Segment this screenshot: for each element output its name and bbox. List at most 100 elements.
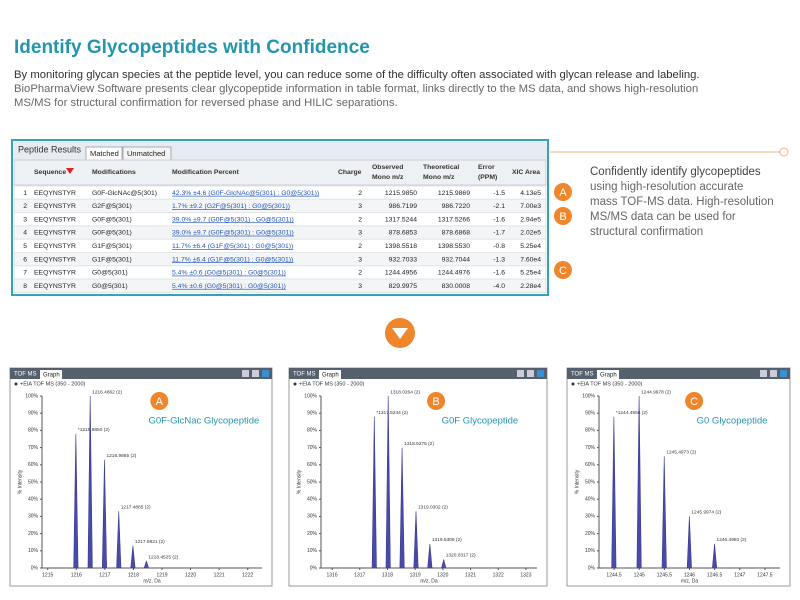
peak-label: 1217.9821 (2) bbox=[135, 539, 165, 545]
peak-label: 1318.0264 (2) bbox=[390, 389, 420, 395]
toolbar-icon[interactable] bbox=[262, 370, 269, 377]
toolbar-icon[interactable] bbox=[517, 370, 524, 377]
peak bbox=[116, 511, 122, 569]
toolbar-icon[interactable] bbox=[780, 370, 787, 377]
toolbar-icon[interactable] bbox=[770, 370, 777, 377]
table-cell: 1215.9850 bbox=[385, 190, 417, 197]
table-header bbox=[13, 159, 547, 186]
table-cell: EEQYNSTYR bbox=[34, 283, 76, 290]
x-tick-label: 1322 bbox=[493, 572, 504, 578]
peak-label: 1319.0302 (2) bbox=[418, 505, 448, 511]
callout-line: structural confirmation bbox=[590, 226, 703, 238]
x-tick-label: 1219 bbox=[156, 572, 167, 578]
table-row bbox=[13, 278, 547, 293]
badge bbox=[554, 207, 572, 225]
sort-icon bbox=[66, 168, 74, 174]
y-tick-label: 80% bbox=[28, 428, 39, 434]
subtitle-dot bbox=[571, 382, 575, 386]
y-tick-label: 80% bbox=[307, 428, 318, 434]
x-tick-label: 1245 bbox=[634, 572, 645, 578]
column-header: Modifications bbox=[92, 169, 136, 176]
toolbar-icon[interactable] bbox=[242, 370, 249, 377]
tab-label[interactable]: Unmatched bbox=[127, 149, 165, 158]
compound-label: G0F Glycopeptide bbox=[442, 416, 519, 427]
table-cell[interactable]: 39.0% ±9.7 (G0F@5(301) : G0@5(301)) bbox=[172, 216, 294, 223]
x-tick-label: 1216 bbox=[71, 572, 82, 578]
callout-line: mass TOF-MS data. High-resolution bbox=[590, 196, 774, 208]
x-axis-label: m/z, Da bbox=[681, 578, 698, 584]
column-header: (PPM) bbox=[478, 174, 497, 181]
badge-letter: A bbox=[156, 396, 164, 408]
subtitle-dot bbox=[14, 382, 18, 386]
table-cell[interactable]: 39.0% ±9.7 (G0F@5(301) : G0@5(301)) bbox=[172, 230, 294, 237]
table-cell: 5 bbox=[23, 243, 27, 250]
peak bbox=[636, 395, 642, 569]
column-header: Mono m/z bbox=[372, 174, 404, 181]
peak bbox=[101, 459, 107, 569]
y-tick-label: 50% bbox=[585, 479, 596, 485]
table-cell: 830.0008 bbox=[442, 283, 471, 290]
tab-label[interactable]: TOF MS bbox=[293, 372, 316, 378]
table-cell[interactable]: 5.4% ±0.6 (G0@5(301) : G0@5(301)) bbox=[172, 270, 286, 277]
badge-letter: B bbox=[432, 396, 439, 408]
peak bbox=[661, 456, 667, 569]
x-tick-label: 1217 bbox=[99, 572, 110, 578]
y-tick-label: 40% bbox=[28, 497, 39, 503]
tab-label[interactable]: Graph bbox=[43, 373, 60, 379]
callout-line: Confidently identify glycopeptides bbox=[590, 166, 761, 178]
toolbar-icon[interactable] bbox=[760, 370, 767, 377]
subtitle: +EIA TOF MS (350 - 2000) bbox=[20, 381, 86, 387]
table-cell: 2.02e5 bbox=[520, 230, 541, 237]
table-cell: 878.6868 bbox=[442, 230, 471, 237]
table-cell: EEQYNSTYR bbox=[34, 256, 76, 263]
table-cell: 3 bbox=[23, 216, 27, 223]
badge bbox=[554, 183, 572, 201]
table-cell: 7.00e3 bbox=[520, 203, 541, 210]
table-cell[interactable]: 11.7% ±6.4 (G1F@5(301) : G0@5(301)) bbox=[172, 243, 293, 250]
table-cell: 1244.4956 bbox=[385, 270, 417, 277]
peak-label: 1318.5276 (2) bbox=[404, 441, 434, 447]
connector-end bbox=[779, 147, 789, 157]
tab[interactable] bbox=[597, 370, 619, 379]
table-cell: 6 bbox=[23, 256, 27, 263]
table-cell: 1 bbox=[23, 190, 27, 197]
toolbar-icon[interactable] bbox=[527, 370, 534, 377]
column-header: Modification Percent bbox=[172, 169, 240, 176]
toolbar-icon[interactable] bbox=[252, 370, 259, 377]
y-tick-label: 70% bbox=[28, 445, 39, 451]
toolbar-icon[interactable] bbox=[537, 370, 544, 377]
table-cell: 1398.5530 bbox=[438, 243, 470, 250]
tab[interactable] bbox=[40, 370, 62, 379]
y-tick-label: 40% bbox=[585, 497, 596, 503]
y-tick-label: 100% bbox=[304, 393, 317, 399]
y-tick-label: 70% bbox=[585, 445, 596, 451]
peak-label: *1244.4956 (2) bbox=[616, 410, 648, 416]
tab-label[interactable]: TOF MS bbox=[14, 372, 37, 378]
tab-label[interactable]: Graph bbox=[322, 373, 339, 379]
peak bbox=[371, 416, 377, 569]
column-header: Theoretical bbox=[423, 164, 459, 171]
peak bbox=[413, 511, 419, 569]
table-cell[interactable]: 5.4% ±0.6 (G0@5(301) : G0@5(301)) bbox=[172, 283, 286, 290]
column-header: Error bbox=[478, 164, 495, 171]
tab[interactable] bbox=[319, 370, 341, 379]
y-tick-label: 90% bbox=[28, 411, 39, 417]
x-tick-label: 1245.5 bbox=[657, 572, 673, 578]
spectrum-panel: TOF MS Graph +EIA TOF MS (350 - 2000) 0% 10%… bbox=[9, 367, 273, 587]
table-cell: 4 bbox=[23, 230, 27, 237]
tab-label[interactable]: Graph bbox=[600, 373, 617, 379]
table-cell[interactable]: 1.7% ±9.2 (G2F@5(301) : G0@5(301)) bbox=[172, 203, 290, 210]
y-tick-label: 0% bbox=[31, 565, 39, 571]
tab-label[interactable]: TOF MS bbox=[571, 372, 594, 378]
callout-line: using high-resolution accurate bbox=[590, 181, 743, 193]
tab-label[interactable]: Matched bbox=[90, 149, 119, 158]
table-cell: EEQYNSTYR bbox=[34, 243, 76, 250]
table-cell[interactable]: 11.7% ±6.4 (G1F@5(301) : G0@5(301)) bbox=[172, 256, 293, 263]
badge bbox=[554, 261, 572, 279]
table-cell: 932.7044 bbox=[442, 256, 471, 263]
column-header: Mono m/z bbox=[423, 174, 455, 181]
peak bbox=[686, 516, 692, 569]
table-cell: -2.1 bbox=[493, 203, 505, 210]
y-tick-label: 10% bbox=[307, 548, 318, 554]
table-cell[interactable]: 42.3% ±4.6 (G0F-GlcNAc@5(301) : G0@5(301… bbox=[172, 190, 319, 197]
